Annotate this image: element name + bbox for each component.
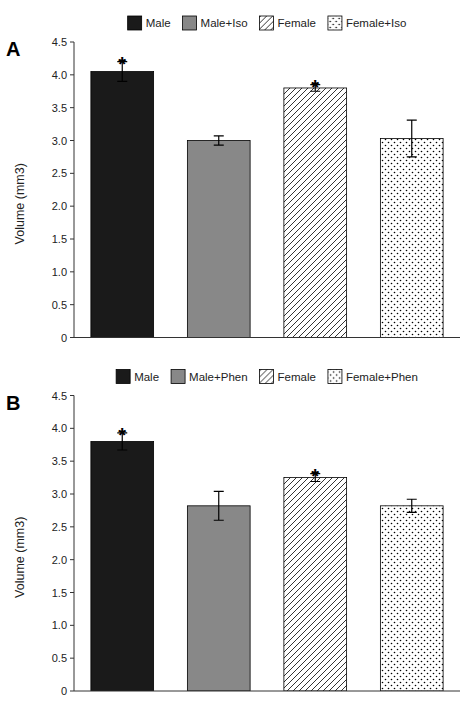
y-tick xyxy=(70,239,74,240)
error-bar xyxy=(407,120,417,157)
legend-item: Female+Iso xyxy=(328,16,406,30)
panel: 0 0.5 1.0 1.5 2.0 2.5 3.0 3.5 4.0 4.5 * * Volume (mm… xyxy=(6,370,460,698)
legend-label: Female xyxy=(278,17,316,29)
legend-item: Male+Iso xyxy=(183,16,248,30)
y-tick xyxy=(70,74,74,75)
y-axis-line xyxy=(74,396,75,692)
y-tick xyxy=(70,625,74,626)
y-tick-label: 1.5 xyxy=(52,587,67,599)
y-tick xyxy=(70,461,74,462)
y-tick-label: 2.5 xyxy=(52,167,67,179)
plot-area xyxy=(91,62,443,338)
legend-swatch xyxy=(128,16,142,30)
y-tick-label: 4.5 xyxy=(52,36,67,48)
error-bar xyxy=(214,136,224,145)
y-tick xyxy=(70,592,74,593)
bar xyxy=(284,88,347,338)
legend-label: Male xyxy=(146,17,171,29)
bar xyxy=(91,441,154,691)
y-tick xyxy=(70,559,74,560)
legend-item: Male xyxy=(116,370,159,384)
y-tick-label: 4.5 xyxy=(52,390,67,402)
legend-label: Male+Iso xyxy=(201,17,248,29)
y-tick-label: 2.5 xyxy=(52,521,67,533)
significance-star: * xyxy=(118,53,126,75)
legend-swatch xyxy=(328,370,342,384)
y-tick-label: 0 xyxy=(61,332,67,344)
y-tick xyxy=(70,140,74,141)
y-tick xyxy=(70,304,74,305)
y-axis-label: Volume (mm3) xyxy=(13,517,27,598)
bar xyxy=(284,478,347,691)
legend-label: Male xyxy=(134,371,159,383)
y-tick-label: 2.0 xyxy=(52,200,67,212)
y-tick-label: 3.5 xyxy=(52,455,67,467)
panel-label: A xyxy=(6,38,20,60)
legend-item: Male xyxy=(128,16,171,30)
plot-area xyxy=(91,433,443,691)
y-tick xyxy=(70,206,74,207)
legend-label: Female+Phen xyxy=(346,371,418,383)
y-tick-label: 1.0 xyxy=(52,619,67,631)
y-tick xyxy=(70,658,74,659)
x-axis-line xyxy=(74,691,460,692)
y-tick-label: 4.0 xyxy=(52,422,67,434)
x-axis-line xyxy=(74,337,460,338)
significance-star: * xyxy=(118,424,126,446)
bar xyxy=(91,72,154,338)
legend-label: Female xyxy=(278,371,316,383)
bar xyxy=(187,506,250,691)
y-tick xyxy=(70,691,74,692)
legend-swatch xyxy=(260,16,274,30)
y-tick-label: 2.0 xyxy=(52,554,67,566)
y-tick xyxy=(70,395,74,396)
legend-swatch xyxy=(328,16,342,30)
legend-item: Female xyxy=(260,370,316,384)
y-tick-label: 1.0 xyxy=(52,266,67,278)
y-tick xyxy=(70,271,74,272)
legend-item: Male+Phen xyxy=(171,370,248,384)
bar xyxy=(380,506,443,691)
chart-figure: 0 0.5 1.0 1.5 2.0 2.5 3.0 3.5 4.0 4.5 * * Volume (mm… xyxy=(0,0,474,707)
y-tick xyxy=(70,494,74,495)
legend-item: Female+Phen xyxy=(328,370,418,384)
bar xyxy=(380,139,443,338)
significance-star: * xyxy=(311,76,319,98)
y-tick xyxy=(70,526,74,527)
y-tick-label: 0.5 xyxy=(52,652,67,664)
panel: 0 0.5 1.0 1.5 2.0 2.5 3.0 3.5 4.0 4.5 * * Volume (mm… xyxy=(6,16,460,344)
y-axis-label: Volume (mm3) xyxy=(13,163,27,244)
y-tick-label: 1.5 xyxy=(52,233,67,245)
y-axis-line xyxy=(74,42,75,338)
y-tick xyxy=(70,428,74,429)
legend-swatch xyxy=(116,370,130,384)
bar xyxy=(187,141,250,338)
significance-star: * xyxy=(311,465,319,487)
error-bar xyxy=(407,499,417,512)
y-tick xyxy=(70,337,74,338)
legend: Male Male+Iso Female Female+Iso xyxy=(128,16,407,30)
legend-label: Female+Iso xyxy=(346,17,406,29)
y-tick-label: 4.0 xyxy=(52,69,67,81)
y-tick-label: 3.5 xyxy=(52,102,67,114)
y-tick-label: 0 xyxy=(61,685,67,697)
y-tick xyxy=(70,107,74,108)
legend-swatch xyxy=(183,16,197,30)
y-tick xyxy=(70,42,74,43)
panel-label: B xyxy=(6,392,20,414)
error-bar xyxy=(214,491,224,520)
y-tick-label: 0.5 xyxy=(52,299,67,311)
legend-swatch xyxy=(260,370,274,384)
y-tick xyxy=(70,173,74,174)
y-tick-label: 3.0 xyxy=(52,488,67,500)
legend-label: Male+Phen xyxy=(189,371,248,383)
legend: Male Male+Phen Female Female+Phen xyxy=(116,370,418,384)
legend-item: Female xyxy=(260,16,316,30)
y-tick-label: 3.0 xyxy=(52,135,67,147)
legend-swatch xyxy=(171,370,185,384)
